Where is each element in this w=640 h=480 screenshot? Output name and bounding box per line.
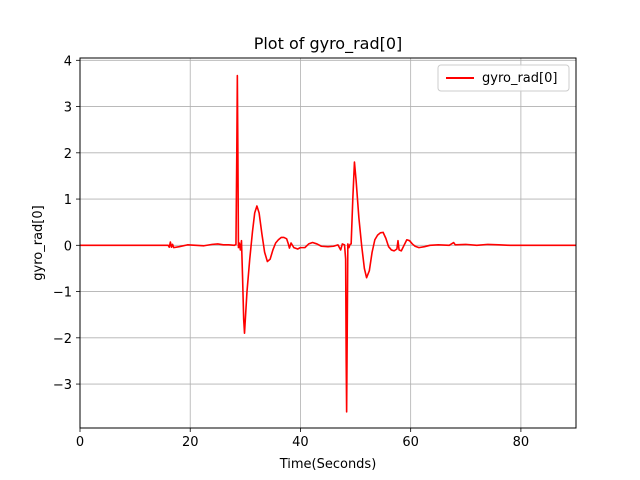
y-tick-label: 3 xyxy=(64,101,72,116)
legend-box xyxy=(437,64,570,92)
x-tick-label: 20 xyxy=(182,435,199,450)
y-tick-label: 0 xyxy=(64,239,72,254)
y-tick-label: −2 xyxy=(53,332,72,347)
axis-ticks: 0 20 40 60 80 −3 −2 −1 0 1 2 3 4 xyxy=(53,54,529,450)
chart-title: Plot of gyro_rad[0] xyxy=(254,34,403,54)
x-tick-label: 0 xyxy=(76,435,84,450)
legend: gyro_rad[0] xyxy=(437,64,570,92)
x-axis-label: Time(Seconds) xyxy=(279,457,377,472)
legend-label: gyro_rad[0] xyxy=(482,71,557,86)
x-tick-label: 40 xyxy=(292,435,309,450)
y-tick-label: 4 xyxy=(64,54,72,69)
y-tick-label: 2 xyxy=(64,147,72,162)
plot-frame xyxy=(79,57,577,429)
y-tick-label: −1 xyxy=(53,286,72,301)
x-tick-label: 80 xyxy=(513,435,530,450)
y-tick-label: 1 xyxy=(64,193,72,208)
series-line xyxy=(80,74,576,413)
y-axis-label: gyro_rad[0] xyxy=(31,205,46,280)
y-tick-label: −3 xyxy=(53,378,72,393)
x-tick-label: 60 xyxy=(402,435,419,450)
series-layer xyxy=(80,74,576,413)
